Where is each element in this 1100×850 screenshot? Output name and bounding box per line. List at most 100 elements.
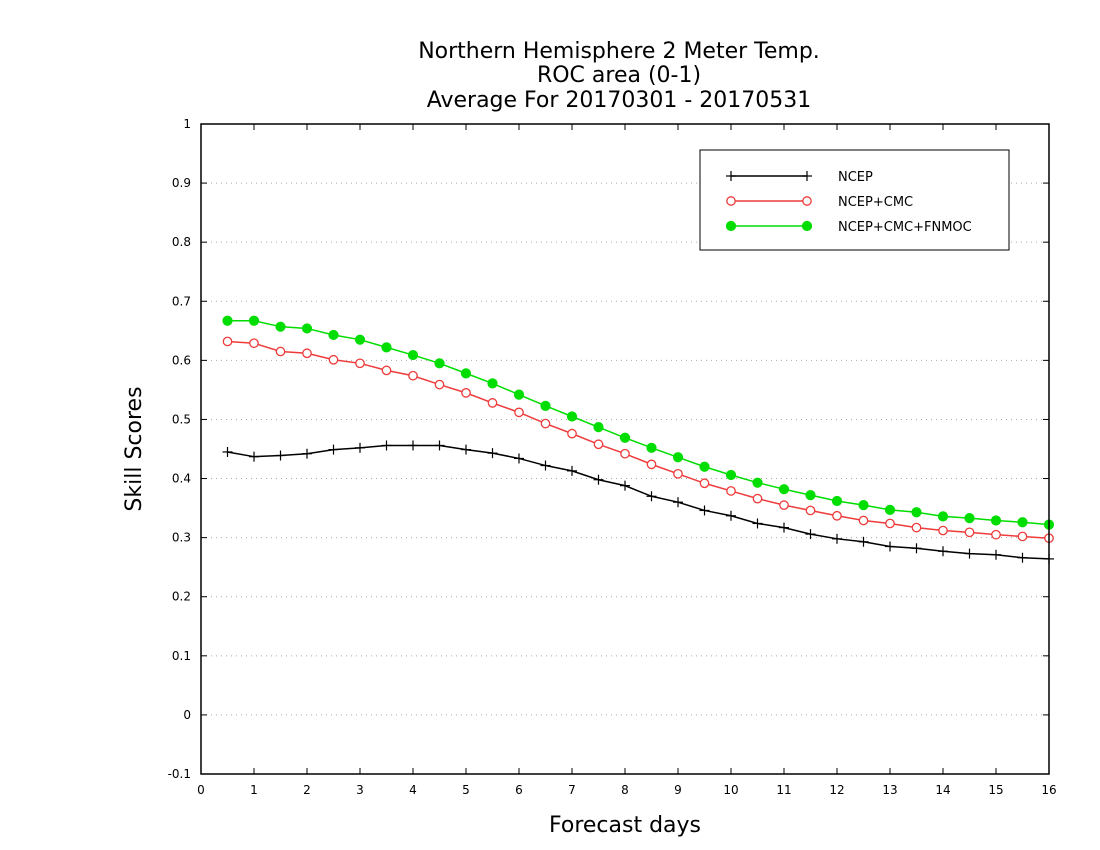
y-tick-label: -0.1 <box>168 767 191 781</box>
y-axis-ticks: -0.1 0 0.1 0.2 0.3 0.4 0.5 0.6 0.7 0.8 0.9 1 <box>168 117 1049 781</box>
data-point <box>434 440 445 451</box>
data-point <box>1017 531 1028 542</box>
data-point <box>805 489 816 501</box>
y-tick-label: 0.3 <box>172 531 191 545</box>
data-point <box>222 446 233 457</box>
data-point <box>699 505 710 516</box>
legend-item-ncep-cmc: NCEP+CMC <box>726 195 913 210</box>
data-point <box>752 518 763 529</box>
y-tick-label: 0.1 <box>172 649 191 663</box>
data-point <box>408 440 418 451</box>
y-tick-label: 0.6 <box>172 353 191 367</box>
data-point <box>726 486 736 496</box>
x-tick-label: 0 <box>197 783 205 797</box>
x-tick-label: 16 <box>1041 783 1056 797</box>
data-point <box>487 398 498 408</box>
x-tick-label: 7 <box>568 783 576 797</box>
data-point <box>673 468 683 479</box>
y-tick-label: 0 <box>183 708 191 722</box>
data-point <box>593 474 604 485</box>
series-ncep-cmc <box>222 336 1054 544</box>
data-point <box>885 518 895 529</box>
data-point <box>328 354 339 365</box>
legend-label: NCEP+CMC <box>838 195 913 210</box>
data-point <box>885 541 895 552</box>
data-point <box>222 315 233 326</box>
data-point <box>540 400 551 411</box>
data-point <box>938 525 948 536</box>
data-point <box>858 536 869 547</box>
data-point <box>222 336 233 347</box>
data-point <box>991 529 1001 540</box>
y-tick-label: 0.5 <box>172 412 191 426</box>
data-point <box>831 495 843 507</box>
legend-marker <box>801 220 813 232</box>
x-axis-label: Forecast days <box>549 813 701 838</box>
data-point <box>779 500 789 510</box>
data-point <box>673 497 683 508</box>
x-tick-label: 9 <box>674 783 682 797</box>
data-point <box>620 480 630 491</box>
data-point <box>275 450 286 461</box>
x-axis-ticks: 0 1 2 3 4 5 6 7 8 9 10 11 12 13 14 15 16 <box>197 124 1057 797</box>
data-point <box>540 460 551 471</box>
data-point <box>566 411 578 422</box>
data-point <box>434 358 445 369</box>
data-point <box>884 504 896 515</box>
data-point <box>991 549 1001 560</box>
data-point <box>646 459 657 470</box>
data-point <box>619 432 631 443</box>
data-point <box>513 389 525 400</box>
data-point <box>354 334 366 345</box>
data-point <box>778 484 790 495</box>
chart-title: Northern Hemisphere 2 Meter Temp. ROC ar… <box>418 39 820 113</box>
data-point <box>381 342 392 353</box>
data-point <box>487 448 498 459</box>
legend-marker <box>726 196 736 206</box>
data-point <box>699 461 710 472</box>
legend-label: NCEP <box>838 170 873 185</box>
series-ncep <box>222 440 1054 564</box>
legend-item-ncep-cmc-fnmoc: NCEP+CMC+FNMOC <box>725 220 972 235</box>
y-tick-label: 0.4 <box>172 472 191 486</box>
legend-label: NCEP+CMC+FNMOC <box>838 220 972 235</box>
data-point <box>805 529 816 540</box>
series-layer <box>222 315 1055 564</box>
data-point <box>540 418 551 429</box>
legend: NCEP NCEP+CMC NCEP+CMC+FNMOC <box>699 149 1010 251</box>
data-point <box>381 365 392 376</box>
data-point <box>567 428 577 439</box>
y-axis-label: Skill Scores <box>122 386 147 511</box>
data-point <box>1017 517 1028 528</box>
x-tick-label: 1 <box>250 783 258 797</box>
x-tick-label: 6 <box>515 783 523 797</box>
data-point <box>355 442 365 453</box>
x-tick-label: 15 <box>988 783 1003 797</box>
data-point <box>460 368 472 379</box>
x-tick-label: 2 <box>303 783 311 797</box>
data-point <box>620 448 630 459</box>
data-point <box>911 543 922 554</box>
data-point <box>832 510 842 521</box>
x-tick-label: 3 <box>356 783 364 797</box>
data-point <box>805 505 816 516</box>
data-point <box>487 378 498 389</box>
data-point <box>593 439 604 450</box>
title-line-3: Average For 20170301 - 20170531 <box>427 88 812 113</box>
y-tick-label: 0.7 <box>172 294 191 308</box>
plot-frame <box>200 123 1050 775</box>
data-point <box>514 453 524 464</box>
x-tick-label: 8 <box>621 783 629 797</box>
y-tick-label: 0.2 <box>172 590 191 604</box>
y-tick-label: 0.8 <box>172 235 191 249</box>
legend-marker <box>726 171 736 181</box>
data-point <box>938 546 948 557</box>
data-point <box>328 329 339 341</box>
data-point <box>858 515 869 526</box>
y-tick-label: 0.9 <box>172 176 191 190</box>
x-tick-label: 5 <box>462 783 470 797</box>
series-line-ncep-cmc-fnmoc <box>227 320 1050 526</box>
data-point <box>249 338 259 349</box>
data-point <box>911 522 922 533</box>
